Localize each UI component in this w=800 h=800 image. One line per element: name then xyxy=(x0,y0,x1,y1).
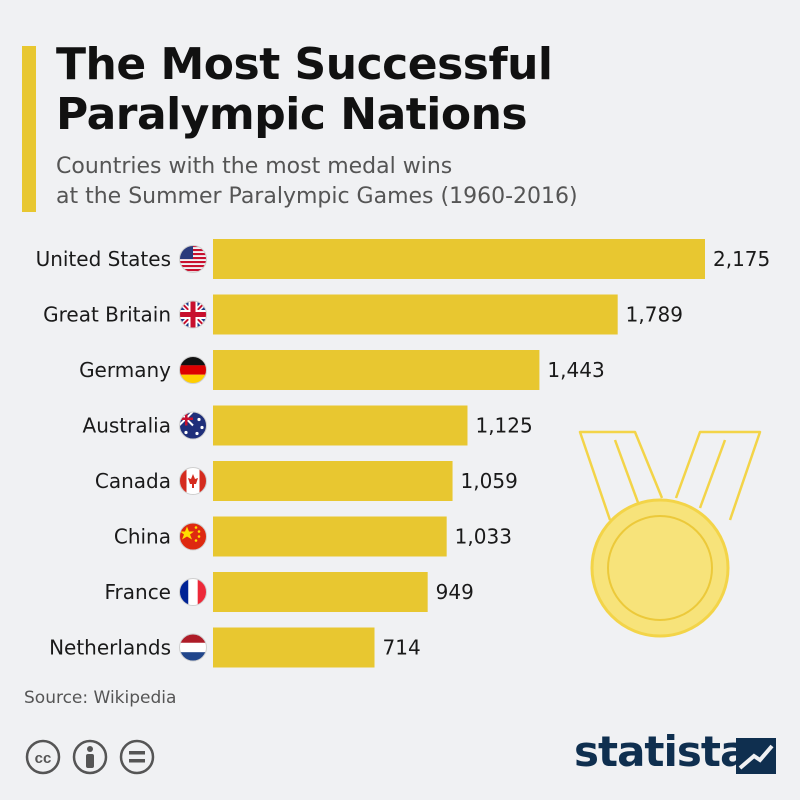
cc-icon: cc xyxy=(25,739,61,775)
china-flag-icon xyxy=(179,523,207,550)
value-label: 1,789 xyxy=(626,303,683,327)
value-label: 1,033 xyxy=(455,525,512,549)
license-icons: cc xyxy=(25,739,155,775)
bar xyxy=(213,239,705,279)
value-label: 1,443 xyxy=(547,358,604,382)
statista-logo: statista xyxy=(574,727,748,776)
bar xyxy=(213,627,375,668)
category-label: France xyxy=(104,580,171,604)
bar-row-netherlands: Netherlands 714 xyxy=(49,627,421,668)
subtitle-line-2: at the Summer Paralympic Games (1960-201… xyxy=(56,184,578,209)
bar-row-great-britain: Great Britain 1,789 xyxy=(43,294,683,335)
australia-flag-icon xyxy=(179,412,207,439)
title-line-2: Paralympic Nations xyxy=(56,89,528,140)
canada-flag-icon xyxy=(179,467,207,495)
category-label: United States xyxy=(36,247,171,271)
title-line-1: The Most Successful xyxy=(56,39,553,90)
source-note: Source: Wikipedia xyxy=(24,688,177,708)
value-label: 1,059 xyxy=(461,469,518,493)
bar-row-germany: Germany 1,443 xyxy=(79,350,605,390)
bar xyxy=(213,516,447,557)
france-flag-icon xyxy=(179,578,207,606)
bar-row-canada: Canada 1,059 xyxy=(95,461,518,501)
value-label: 1,125 xyxy=(475,414,532,438)
category-label: China xyxy=(114,525,171,549)
bar-row-united-states: United States 2,175 xyxy=(36,239,770,279)
netherlands-flag-icon xyxy=(179,634,207,661)
value-label: 2,175 xyxy=(713,247,770,271)
chart-subtitle: Countries with the most medal wins at th… xyxy=(56,152,776,212)
chart-title: The Most Successful Paralympic Nations xyxy=(56,40,776,140)
category-label: Canada xyxy=(95,469,171,493)
svg-text:cc: cc xyxy=(35,750,52,767)
bar-row-australia: Australia 1,125 xyxy=(83,405,533,446)
medal-icon xyxy=(578,430,762,638)
attribution-icon xyxy=(72,739,108,775)
bar xyxy=(213,350,540,390)
bar xyxy=(213,461,453,501)
category-label: Great Britain xyxy=(43,303,171,327)
category-label: Australia xyxy=(83,414,171,438)
value-label: 714 xyxy=(383,636,421,660)
bar xyxy=(213,405,468,446)
value-label: 949 xyxy=(436,580,474,604)
subtitle-line-1: Countries with the most medal wins xyxy=(56,154,453,179)
bar-row-france: France 949 xyxy=(104,572,474,612)
bar-row-china: China 1,033 xyxy=(114,516,512,557)
no-derivatives-icon xyxy=(119,739,155,775)
bar xyxy=(213,572,428,612)
category-label: Netherlands xyxy=(49,636,171,660)
us-flag-icon xyxy=(179,245,207,272)
title-accent-bar xyxy=(22,46,36,212)
category-label: Germany xyxy=(79,358,171,382)
bar xyxy=(213,294,618,335)
statista-logo-icon xyxy=(736,738,776,774)
germany-flag-icon xyxy=(179,356,207,384)
